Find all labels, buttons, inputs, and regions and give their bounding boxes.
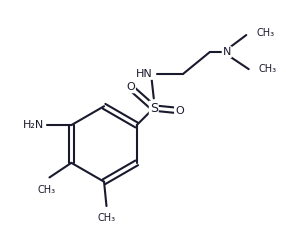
Text: CH₃: CH₃ (98, 213, 116, 223)
Text: CH₃: CH₃ (38, 185, 56, 195)
Text: CH₃: CH₃ (259, 64, 277, 74)
Text: N: N (223, 47, 231, 57)
Text: CH₃: CH₃ (256, 28, 274, 38)
Text: O: O (126, 82, 135, 92)
Text: HN: HN (136, 69, 152, 79)
Text: H₂N: H₂N (23, 120, 45, 130)
Text: S: S (150, 102, 158, 115)
Text: O: O (175, 106, 184, 116)
